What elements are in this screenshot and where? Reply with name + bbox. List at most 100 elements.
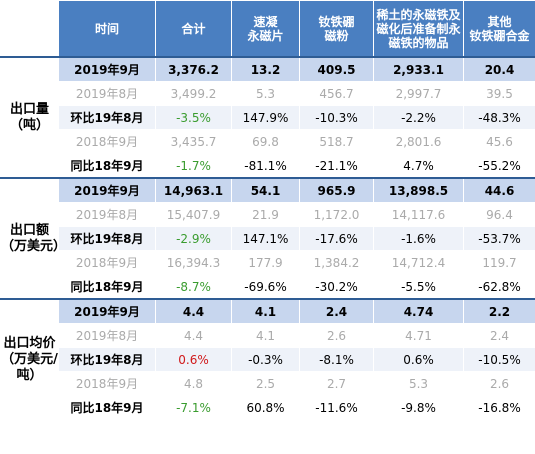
header-total: 合计 [155, 0, 232, 58]
row-label: 2018年9月 [58, 250, 156, 275]
table-cell: -5.5% [373, 274, 464, 300]
table-cell: 147.9% [231, 105, 300, 130]
header-row: 时间 合计 速凝 永磁片 钕铁硼 磁粉 稀土的永磁铁及 磁化后准备制永 磁铁的物… [0, 0, 535, 58]
table-cell: 4.8 [155, 371, 232, 396]
row-label: 2019年9月 [58, 298, 156, 324]
header-line: 磁粉 [324, 28, 349, 43]
table-cell: 96.4 [463, 202, 535, 227]
table-cell: 60.8% [231, 395, 300, 420]
table-cell: 14,712.4 [373, 250, 464, 275]
group-label-line: 出口均价 [3, 335, 56, 351]
table-cell: 2,997.7 [373, 81, 464, 106]
table-cell: -16.8% [463, 395, 535, 420]
table-cell: 456.7 [299, 81, 374, 106]
table-row: 2019年8月 4.4 4.1 2.6 4.71 2.4 [1, 323, 535, 348]
row-label: 环比19年8月 [58, 105, 156, 130]
table-cell: 4.74 [373, 298, 464, 324]
header-line: 其他 [487, 14, 512, 29]
table-cell: -53.7% [463, 226, 535, 251]
table-cell: -1.7% [155, 153, 232, 179]
table-cell: 3,435.7 [155, 129, 232, 154]
table-cell: 2.6 [463, 371, 535, 396]
table-cell: -48.3% [463, 105, 535, 130]
table-cell: -7.1% [155, 395, 232, 420]
table-cell: -10.3% [299, 105, 374, 130]
table-cell: -21.1% [299, 153, 374, 179]
group-label: 出口均价 （万美元/吨） [0, 298, 59, 420]
row-label: 同比18年9月 [58, 153, 156, 179]
table-row: 2018年9月 3,435.7 69.8 518.7 2,801.6 45.6 [1, 129, 535, 154]
table-cell: 1,172.0 [299, 202, 374, 227]
table-cell: 14,117.6 [373, 202, 464, 227]
table-cell: 16,394.3 [155, 250, 232, 275]
table-row: 出口均价 （万美元/吨） 2019年9月 4.4 4.1 2.4 4.74 2.2 [0, 298, 535, 420]
row-label: 同比18年9月 [58, 274, 156, 300]
table-row: 环比19年8月 -2.9% 147.1% -17.6% -1.6% -53.7% [1, 226, 535, 251]
table-cell: -62.8% [463, 274, 535, 300]
table-cell: 119.7 [463, 250, 535, 275]
table-row: 同比18年9月 -1.7% -81.1% -21.1% 4.7% -55.2% [1, 153, 535, 179]
table-row: 出口量 （吨） 2019年9月 3,376.2 13.2 409.5 2,933.1 20.4 [0, 56, 535, 179]
table-cell: 4.7% [373, 153, 464, 179]
table-cell: -2.2% [373, 105, 464, 130]
table-cell: -10.5% [463, 347, 535, 372]
table-cell: 2.5 [231, 371, 300, 396]
group-label: 出口额（万美元） [0, 177, 59, 300]
header-time-label: 时间 [94, 21, 119, 36]
row-label: 同比18年9月 [58, 395, 156, 420]
row-label: 2019年9月 [58, 177, 156, 203]
table-cell: -8.7% [155, 274, 232, 300]
table-cell: 14,963.1 [155, 177, 232, 203]
header-ndfeb-powder: 钕铁硼 磁粉 [299, 0, 374, 58]
table-cell: 4.1 [231, 323, 300, 348]
header-line: 钕铁硼 [318, 14, 355, 29]
table-cell: 45.6 [463, 129, 535, 154]
table-cell: 965.9 [299, 177, 374, 203]
row-label: 2019年8月 [58, 323, 156, 348]
table-cell: 147.1% [231, 226, 300, 251]
table-cell: -3.5% [155, 105, 232, 130]
table-cell: -81.1% [231, 153, 300, 179]
table-cell: 2.4 [299, 298, 374, 324]
table-cell: 39.5 [463, 81, 535, 106]
group-label-line: 出口量 [9, 101, 49, 117]
header-time: 时间 [58, 0, 156, 58]
group-label-line: 出口额 [9, 222, 49, 238]
table-cell: -0.3% [231, 347, 300, 372]
table-row: 环比19年8月 0.6% -0.3% -8.1% 0.6% -10.5% [1, 347, 535, 372]
row-label: 2019年9月 [58, 56, 156, 82]
table-cell: -8.1% [299, 347, 374, 372]
header-rare-earth-magnet: 稀土的永磁铁及 磁化后准备制永 磁铁的物品 [373, 0, 464, 58]
table-row: 2019年8月 3,499.2 5.3 456.7 2,997.7 39.5 [1, 81, 535, 106]
row-label: 2019年8月 [58, 202, 156, 227]
table-row: 环比19年8月 -3.5% 147.9% -10.3% -2.2% -48.3% [1, 105, 535, 130]
table-cell: 409.5 [299, 56, 374, 82]
header-line: 磁化后准备制永 [376, 21, 461, 36]
table-cell: 21.9 [231, 202, 300, 227]
table-cell: 0.6% [155, 347, 232, 372]
table-cell: 2,933.1 [373, 56, 464, 82]
table-cell: 2.2 [463, 298, 535, 324]
header-other-ndfeb-alloy: 其他 钕铁硼合金 [463, 0, 535, 58]
group-label-line: （万美元） [1, 238, 58, 254]
table-cell: -2.9% [155, 226, 232, 251]
table-cell: 15,407.9 [155, 202, 232, 227]
table-cell: 2.7 [299, 371, 374, 396]
header-total-label: 合计 [181, 21, 206, 36]
table-cell: 2.6 [299, 323, 374, 348]
table-cell: 13.2 [231, 56, 300, 82]
table-cell: -30.2% [299, 274, 374, 300]
header-line: 稀土的永磁铁及 [376, 7, 461, 22]
table-row: 2018年9月 4.8 2.5 2.7 5.3 2.6 [1, 371, 535, 396]
table-row: 同比18年9月 -8.7% -69.6% -30.2% -5.5% -62.8% [1, 274, 535, 300]
header-line: 速凝 [253, 14, 278, 29]
row-label: 2018年9月 [58, 371, 156, 396]
table-cell: 69.8 [231, 129, 300, 154]
table-cell: 0.6% [373, 347, 464, 372]
table-cell: 518.7 [299, 129, 374, 154]
row-label: 环比19年8月 [58, 226, 156, 251]
table-cell: 5.3 [373, 371, 464, 396]
row-label: 2018年9月 [58, 129, 156, 154]
table-row: 同比18年9月 -7.1% 60.8% -11.6% -9.8% -16.8% [1, 395, 535, 420]
table-cell: 3,376.2 [155, 56, 232, 82]
